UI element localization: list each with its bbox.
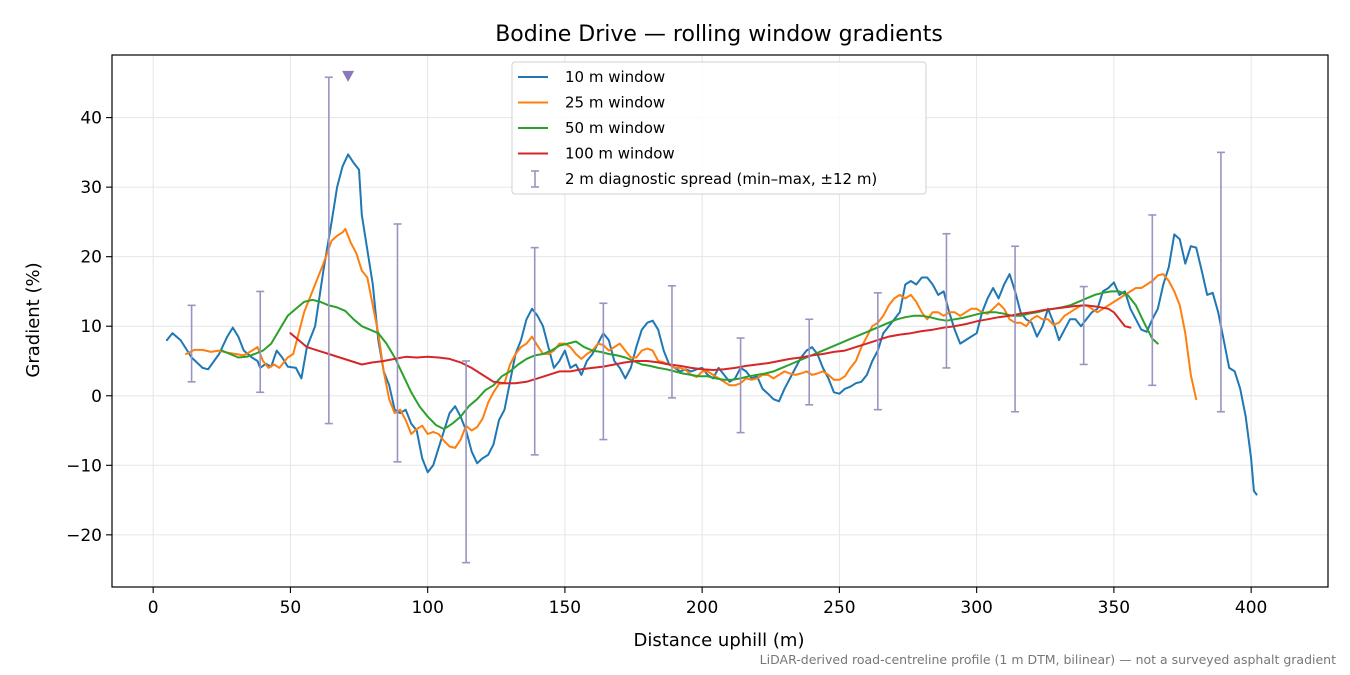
diagnostic-spread-bar <box>324 76 333 425</box>
series-line-100-m-window <box>289 304 1132 385</box>
x-tick-label: 50 <box>280 598 302 618</box>
x-tick-label: 200 <box>686 598 718 618</box>
series-line-25-m-window <box>185 227 1198 449</box>
y-tick-label: 0 <box>91 387 102 407</box>
legend-label: 10 m window <box>565 68 665 86</box>
y-tick-label: 10 <box>80 317 102 337</box>
diagnostic-spread-bar <box>1216 151 1225 413</box>
diagnostic-spread-bar <box>1148 214 1157 387</box>
x-tick-label: 0 <box>148 598 159 618</box>
y-axis-ticks: −20 −10 0 10 20 30 40 <box>66 109 112 546</box>
y-tick-label: 30 <box>80 178 102 198</box>
legend-item: 10 m window <box>518 68 665 86</box>
y-tick-label: 20 <box>80 248 102 268</box>
diagnostic-spread-bar <box>256 290 265 394</box>
diagnostic-spread-bar <box>667 285 676 399</box>
legend-swatch <box>531 170 539 188</box>
legend-box <box>511 61 927 195</box>
series-line-50-m-window <box>220 290 1159 431</box>
chart-title: Bodine Drive — rolling window gradients <box>495 22 943 47</box>
diagnostic-spread-bar <box>873 292 882 411</box>
y-axis-label: Gradient (%) <box>23 262 44 377</box>
y-tick-label: −10 <box>66 456 102 476</box>
legend-item: 100 m window <box>518 145 675 163</box>
legend-item: 50 m window <box>518 119 665 137</box>
legend: 10 m window 25 m window 50 m window 100 m w… <box>511 61 927 195</box>
x-axis-label: Distance uphill (m) <box>634 630 805 651</box>
x-tick-label: 150 <box>549 598 581 618</box>
legend-label: 50 m window <box>565 119 665 137</box>
peak-marker <box>342 70 355 82</box>
y-tick-label: −20 <box>66 526 102 546</box>
legend-label: 25 m window <box>565 94 665 112</box>
legend-label: 100 m window <box>565 145 675 163</box>
diagnostic-spread-bar <box>393 223 402 463</box>
diagnostic-spread-bar <box>599 302 608 441</box>
errorbar-layer <box>187 70 1225 564</box>
x-tick-label: 100 <box>411 598 443 618</box>
legend-item: 25 m window <box>518 94 665 112</box>
series-layer <box>165 153 1258 496</box>
diagnostic-spread-bar <box>942 232 951 369</box>
diagnostic-spread-bar <box>736 337 745 434</box>
diagnostic-spread-bar <box>530 246 539 456</box>
plot-frame <box>111 54 1329 588</box>
footnote: LiDAR-derived road-centreline profile (1… <box>759 652 1336 667</box>
diagnostic-spread-bar <box>1011 245 1020 413</box>
y-tick-label: 40 <box>80 109 102 129</box>
x-tick-label: 300 <box>960 598 992 618</box>
diagnostic-spread-bar <box>1079 285 1088 366</box>
x-tick-label: 250 <box>823 598 855 618</box>
diagnostic-spread-bar <box>462 360 471 564</box>
diagnostic-spread-bar <box>805 318 814 406</box>
legend-label: 2 m diagnostic spread (min–max, ±12 m) <box>565 170 877 188</box>
x-tick-label: 350 <box>1098 598 1130 618</box>
diagnostic-spread-bar <box>187 304 196 383</box>
x-axis-ticks: 0 50 100 150 200 250 300 350 400 <box>148 587 1267 618</box>
legend-item: 2 m diagnostic spread (min–max, ±12 m) <box>531 170 877 188</box>
x-tick-label: 400 <box>1235 598 1267 618</box>
series-line-10-m-window <box>165 153 1258 496</box>
